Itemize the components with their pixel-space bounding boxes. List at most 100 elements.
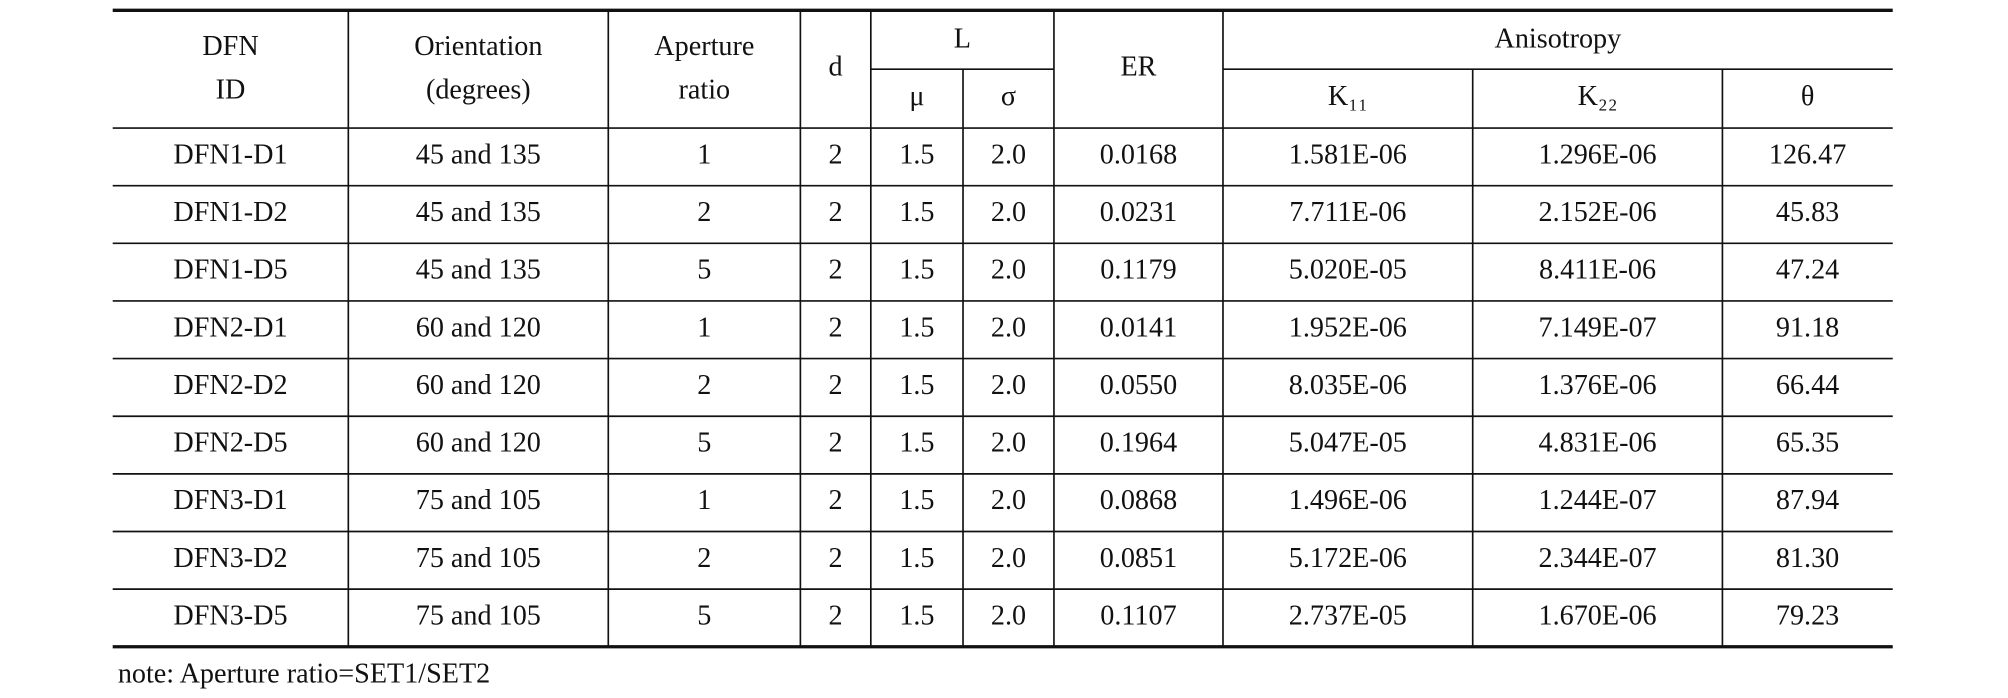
table-cell: 79.23 (1776, 600, 1839, 631)
table-cell: 0.0851 (1100, 543, 1177, 574)
table-cell: 45 and 135 (416, 139, 541, 170)
table-cell: 2 (697, 197, 711, 228)
header-subcell: K₂₂ (1578, 81, 1618, 112)
header-subcell: σ (1001, 81, 1016, 112)
table-cell: 75 and 105 (416, 543, 541, 574)
table-cell: 1.5 (899, 600, 934, 631)
table-cell: 1.5 (899, 255, 934, 286)
header-subcell: θ (1801, 81, 1815, 112)
header-cell: Orientation (414, 31, 542, 62)
table-cell: 1 (697, 139, 711, 170)
table-cell: 0.1107 (1100, 600, 1176, 631)
table-cell: 2 (829, 600, 843, 631)
table-cell: DFN1-D2 (173, 197, 287, 228)
table-cell: 2.0 (991, 370, 1026, 401)
table-cell: 60 and 120 (416, 428, 541, 459)
table-cell: 1.5 (899, 543, 934, 574)
table-cell: 2.0 (991, 543, 1026, 574)
table-cell: 2 (829, 255, 843, 286)
table-cell: 5 (697, 600, 711, 631)
table-cell: 91.18 (1776, 312, 1839, 343)
header-cell: Aperture (654, 31, 754, 62)
table-cell: 45 and 135 (416, 197, 541, 228)
table-cell: 2.152E-06 (1539, 197, 1657, 228)
table-note: note: Aperture ratio=SET1/SET2 (118, 659, 490, 690)
table-cell: 0.0141 (1100, 312, 1177, 343)
table-cell: 126.47 (1769, 139, 1846, 170)
table-cell: 1.244E-07 (1539, 485, 1657, 516)
table-cell: 75 and 105 (416, 600, 541, 631)
table-cell: 8.035E-06 (1289, 370, 1407, 401)
table-cell: 1.5 (899, 428, 934, 459)
header-cell: Anisotropy (1495, 23, 1622, 54)
table-cell: DFN2-D5 (173, 428, 287, 459)
header-cell: ID (216, 75, 246, 106)
table-cell: 65.35 (1776, 428, 1839, 459)
table-cell: 1.5 (899, 197, 934, 228)
table-cell: 81.30 (1776, 543, 1839, 574)
table-cell: 0.0168 (1100, 139, 1177, 170)
table-cell: DFN3-D5 (173, 600, 287, 631)
table-cell: 0.1964 (1100, 428, 1177, 459)
table-cell: 75 and 105 (416, 485, 541, 516)
table-cell: DFN1-D5 (173, 255, 287, 286)
table-cell: 2 (829, 312, 843, 343)
header-subcell: K₁₁ (1328, 81, 1368, 112)
table-cell: 2.0 (991, 255, 1026, 286)
table-cell: 5.172E-06 (1289, 543, 1407, 574)
table-cell: 1.670E-06 (1539, 600, 1657, 631)
table-cell: 66.44 (1776, 370, 1839, 401)
table-cell: 5.020E-05 (1289, 255, 1407, 286)
table-cell: 2 (829, 139, 843, 170)
table-cell: 2.0 (991, 485, 1026, 516)
table-cell: 2.0 (991, 600, 1026, 631)
table-cell: 1.5 (899, 312, 934, 343)
table-cell: DFN1-D1 (173, 139, 287, 170)
header-cell: ratio (679, 75, 731, 106)
table-cell: 1.5 (899, 370, 934, 401)
table-cell: 0.1179 (1100, 255, 1176, 286)
table-cell: 2 (829, 428, 843, 459)
header-cell: L (954, 23, 971, 54)
table-cell: 7.149E-07 (1539, 312, 1657, 343)
table-cell: 1.376E-06 (1539, 370, 1657, 401)
table-cell: 0.0550 (1100, 370, 1177, 401)
header-cell: d (829, 52, 843, 83)
table-cell: 2 (829, 197, 843, 228)
table-cell: 45 and 135 (416, 255, 541, 286)
table-cell: 2.344E-07 (1539, 543, 1657, 574)
table-cell: 0.0231 (1100, 197, 1177, 228)
table-cell: 2.0 (991, 197, 1026, 228)
table-cell: 1.952E-06 (1289, 312, 1407, 343)
table-cell: 2 (829, 485, 843, 516)
table-cell: 8.411E-06 (1539, 255, 1656, 286)
table-cell: 2.0 (991, 139, 1026, 170)
table-cell: 60 and 120 (416, 370, 541, 401)
header-cell: (degrees) (426, 75, 531, 106)
table-cell: 0.0868 (1100, 485, 1177, 516)
table-cell: 2.0 (991, 428, 1026, 459)
table-cell: 7.711E-06 (1289, 197, 1406, 228)
table-cell: 1 (697, 312, 711, 343)
table-cell: 1.496E-06 (1289, 485, 1407, 516)
table-cell: DFN2-D1 (173, 312, 287, 343)
table-cell: 45.83 (1776, 197, 1839, 228)
table-cell: 2 (697, 543, 711, 574)
table-cell: 5 (697, 428, 711, 459)
table-cell: 5 (697, 255, 711, 286)
table-cell: 1.5 (899, 139, 934, 170)
table-cell: DFN2-D2 (173, 370, 287, 401)
table-cell: 2 (829, 370, 843, 401)
table-cell: 4.831E-06 (1539, 428, 1657, 459)
table-cell: DFN3-D2 (173, 543, 287, 574)
table-cell: 2.737E-05 (1289, 600, 1407, 631)
table-cell: 2 (697, 370, 711, 401)
table-cell: 1.5 (899, 485, 934, 516)
table-cell: 1.296E-06 (1539, 139, 1657, 170)
table-cell: DFN3-D1 (173, 485, 287, 516)
header-cell: DFN (202, 31, 258, 62)
table-cell: 5.047E-05 (1289, 428, 1407, 459)
header-subcell: μ (909, 81, 924, 112)
